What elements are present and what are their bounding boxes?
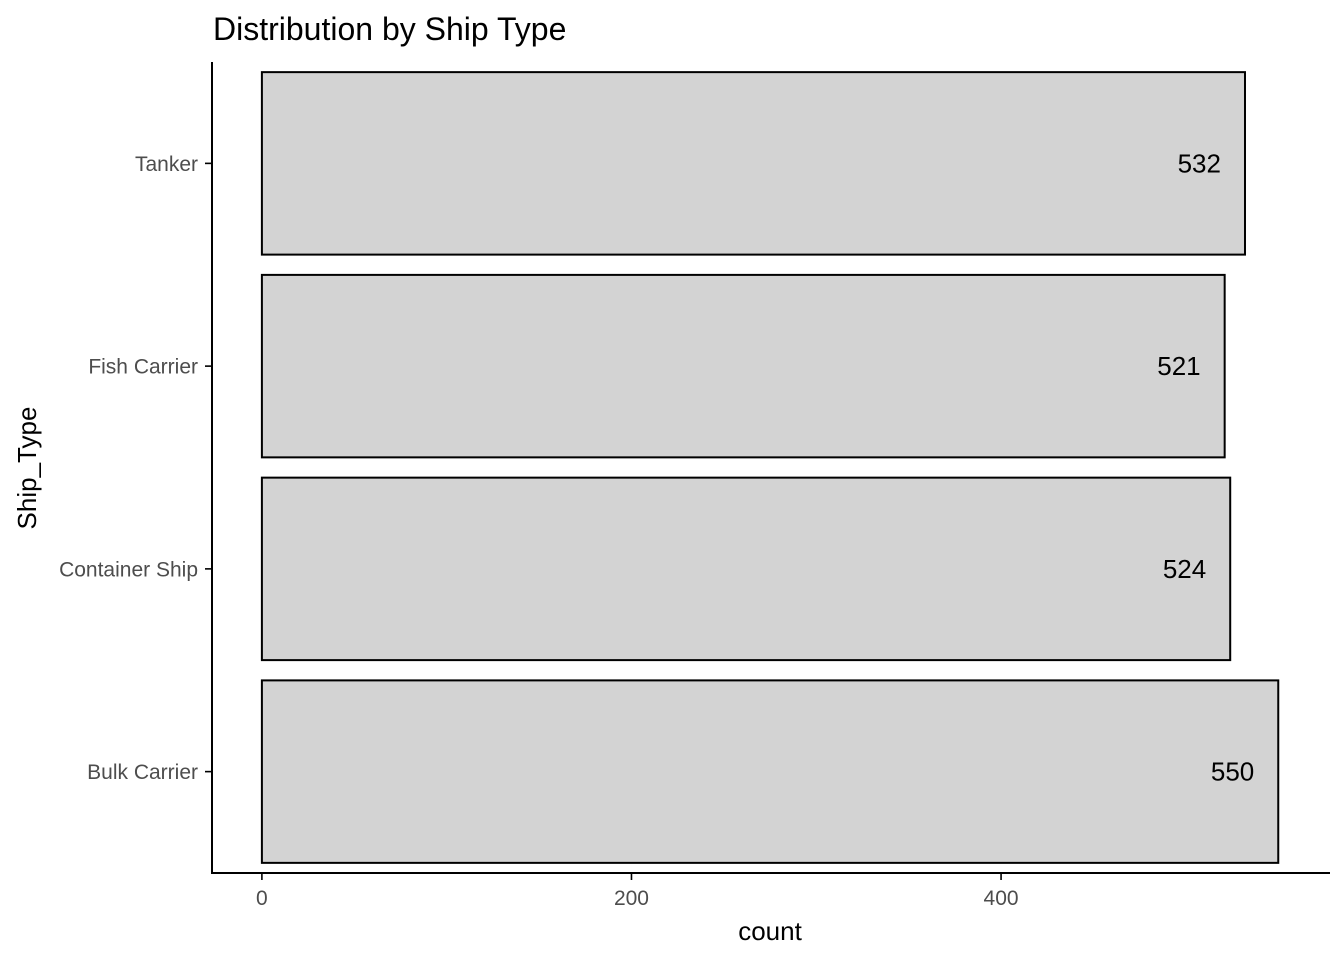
bar: [260, 273, 1226, 459]
y-tick-label: Tanker: [135, 153, 198, 176]
x-tick-label: 400: [984, 887, 1019, 910]
x-tick-label: 200: [614, 887, 649, 910]
y-axis-ticks: Bulk Carrier Container Ship Fish Carrier Ta…: [59, 153, 212, 784]
x-tick-label: 0: [256, 887, 268, 910]
bar-value-label: 532: [1178, 148, 1221, 178]
x-axis-ticks: 0 200 400: [256, 873, 1019, 910]
y-axis-title: Ship_Type: [12, 407, 42, 530]
y-tick-label: Fish Carrier: [88, 356, 198, 379]
y-tick-label: Bulk Carrier: [87, 761, 198, 784]
chart-title: Distribution by Ship Type: [213, 11, 566, 47]
bar: [260, 71, 1246, 256]
x-axis-title: count: [738, 916, 802, 946]
bar-labels-group: 550 524 521 532: [1157, 148, 1254, 786]
bar-value-label: 550: [1211, 757, 1254, 787]
bar: [260, 476, 1232, 662]
bar: [260, 679, 1280, 864]
y-tick-label: Container Ship: [59, 558, 198, 581]
bar-value-label: 521: [1157, 351, 1200, 381]
bar-value-label: 524: [1163, 554, 1206, 584]
bars-group: [260, 71, 1280, 864]
